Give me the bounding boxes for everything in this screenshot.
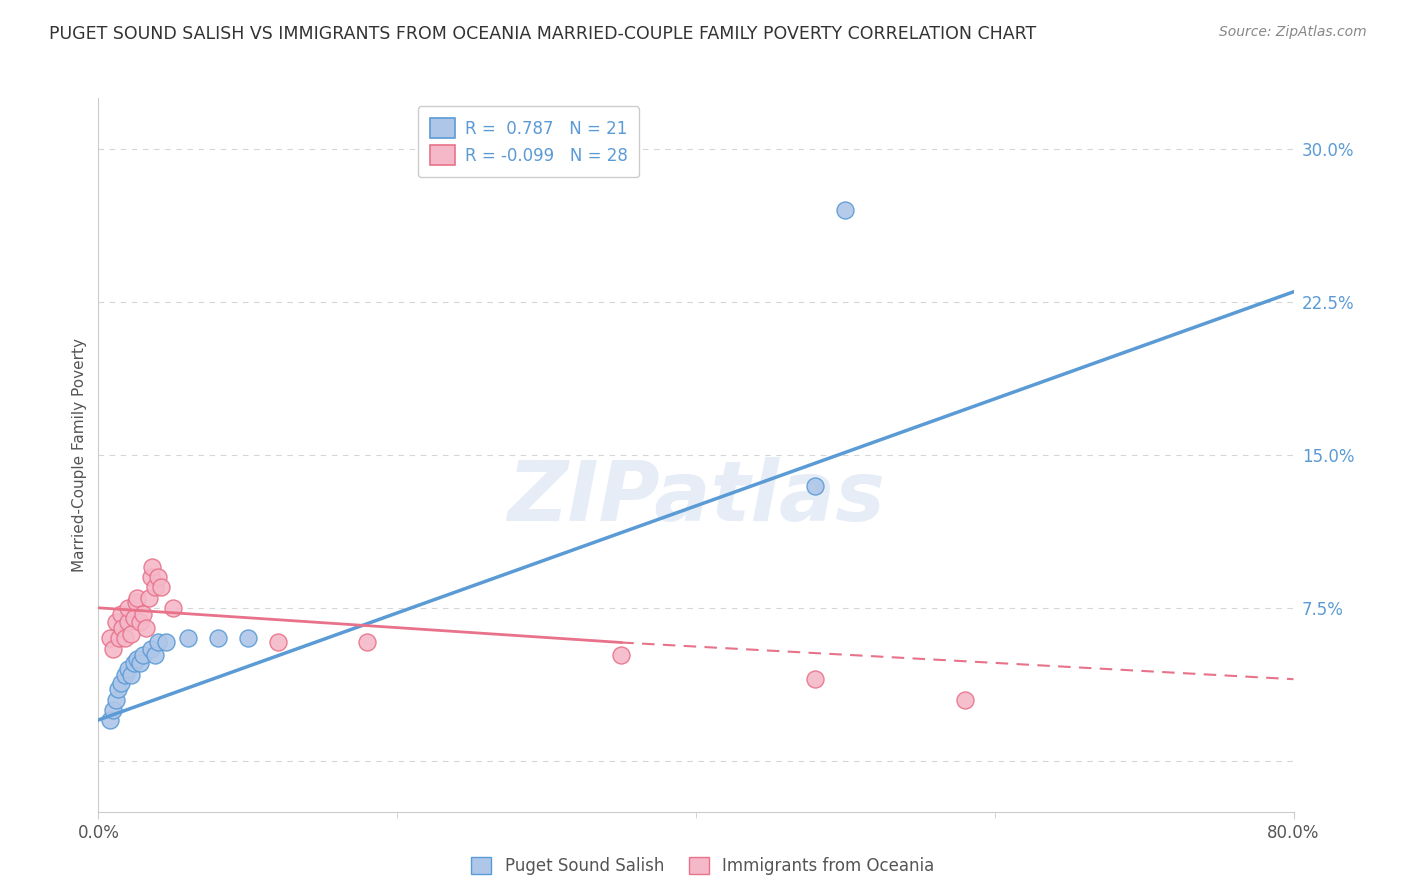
Point <box>148 635 170 649</box>
Point <box>103 703 125 717</box>
Text: ZIPatlas: ZIPatlas <box>508 458 884 538</box>
Point <box>107 682 129 697</box>
Point <box>132 648 155 662</box>
Point <box>103 641 125 656</box>
Point <box>804 478 827 492</box>
Point <box>127 591 149 605</box>
Point <box>207 632 229 646</box>
Point <box>150 581 173 595</box>
Point <box>129 656 152 670</box>
Point <box>111 621 134 635</box>
Point <box>129 615 152 629</box>
Point <box>356 635 378 649</box>
Point <box>177 632 200 646</box>
Point <box>138 591 160 605</box>
Point <box>139 641 162 656</box>
Point <box>120 668 142 682</box>
Text: Source: ZipAtlas.com: Source: ZipAtlas.com <box>1219 25 1367 39</box>
Point <box>114 632 136 646</box>
Point <box>143 581 166 595</box>
Legend: Puget Sound Salish, Immigrants from Oceania: Puget Sound Salish, Immigrants from Ocea… <box>463 849 943 884</box>
Point <box>143 648 166 662</box>
Point <box>110 607 132 621</box>
Point <box>98 632 122 646</box>
Point <box>105 615 128 629</box>
Point <box>125 595 148 609</box>
Point <box>162 600 184 615</box>
Point <box>267 635 290 649</box>
Point <box>117 662 139 676</box>
Point <box>127 652 149 666</box>
Y-axis label: Married-Couple Family Poverty: Married-Couple Family Poverty <box>72 338 87 572</box>
Point <box>117 615 139 629</box>
Point <box>110 676 132 690</box>
Point <box>135 621 157 635</box>
Point <box>132 607 155 621</box>
Point <box>953 692 976 706</box>
Point <box>141 560 163 574</box>
Point <box>236 632 259 646</box>
Point <box>155 635 177 649</box>
Point <box>139 570 162 584</box>
Point <box>98 713 122 727</box>
Point <box>120 627 142 641</box>
Text: PUGET SOUND SALISH VS IMMIGRANTS FROM OCEANIA MARRIED-COUPLE FAMILY POVERTY CORR: PUGET SOUND SALISH VS IMMIGRANTS FROM OC… <box>49 25 1036 43</box>
Point <box>108 632 131 646</box>
Point <box>105 692 128 706</box>
Point <box>148 570 170 584</box>
Legend: R =  0.787   N = 21, R = -0.099   N = 28: R = 0.787 N = 21, R = -0.099 N = 28 <box>418 106 640 178</box>
Point <box>804 672 827 686</box>
Point <box>610 648 633 662</box>
Point <box>124 611 146 625</box>
Point <box>124 656 146 670</box>
Point <box>117 600 139 615</box>
Point <box>114 668 136 682</box>
Point <box>834 203 856 218</box>
